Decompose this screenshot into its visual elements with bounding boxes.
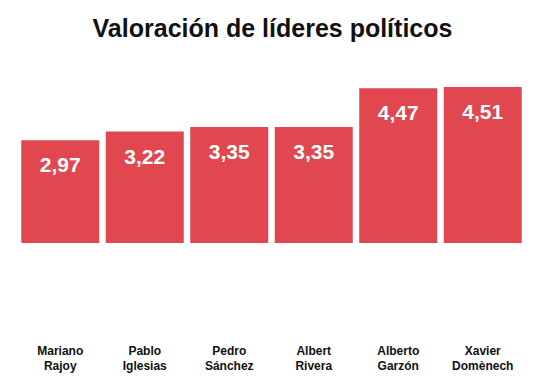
svg-text:4,51: 4,51 [462, 100, 503, 123]
svg-text:Rajoy: Rajoy [44, 359, 77, 373]
svg-text:Sánchez: Sánchez [205, 359, 254, 373]
svg-text:Alberto: Alberto [377, 344, 419, 358]
svg-text:Albert: Albert [296, 344, 331, 358]
svg-text:Pablo: Pablo [128, 344, 161, 358]
svg-text:Garzón: Garzón [378, 359, 419, 373]
svg-text:Iglesias: Iglesias [123, 359, 167, 373]
svg-text:3,35: 3,35 [209, 140, 250, 163]
svg-text:3,22: 3,22 [124, 145, 165, 168]
svg-text:2,97: 2,97 [40, 153, 81, 176]
svg-text:Domènech: Domènech [452, 359, 513, 373]
svg-text:Pedro: Pedro [212, 344, 246, 358]
svg-text:4,47: 4,47 [378, 101, 419, 124]
svg-text:3,35: 3,35 [293, 140, 334, 163]
svg-text:Rivera: Rivera [295, 359, 332, 373]
svg-text:Mariano: Mariano [37, 344, 83, 358]
svg-text:Xavier: Xavier [465, 344, 501, 358]
svg-text:Valoración de líderes político: Valoración de líderes políticos [93, 14, 453, 42]
